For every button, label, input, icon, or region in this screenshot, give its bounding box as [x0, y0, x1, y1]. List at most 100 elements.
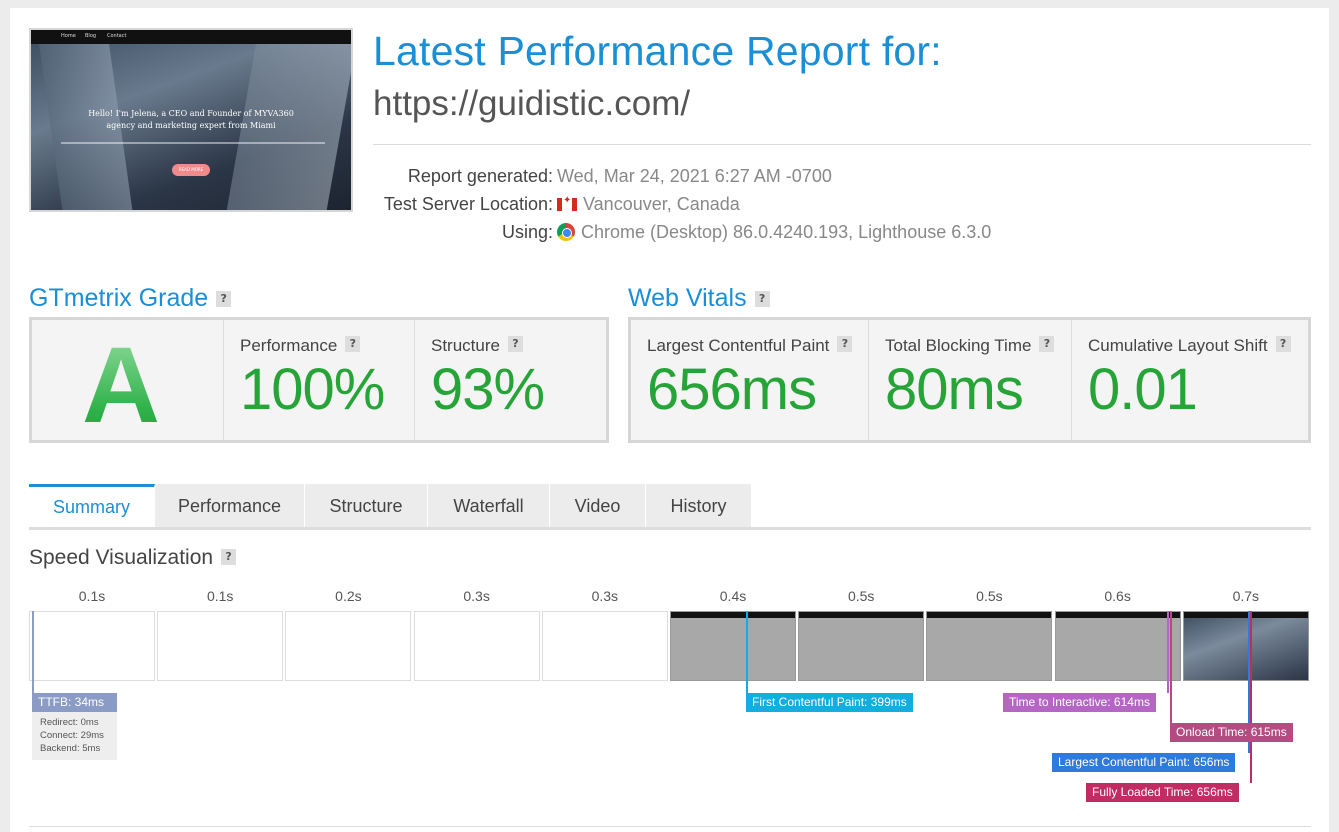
report-page: Home Blog Contact Hello! I'm Jelena, a C… [10, 8, 1329, 832]
server-location-row: Test Server Location: Vancouver, Canada [373, 194, 1013, 218]
timeline-tick: 0.4s [719, 588, 747, 604]
tab-video[interactable]: Video [550, 484, 646, 527]
cls-cell: Cumulative Layout Shift? 0.01 [1071, 320, 1308, 440]
timeline-tick: 0.2s [335, 588, 362, 604]
lcp-line [1248, 611, 1250, 753]
performance-label: Performance [240, 336, 338, 355]
thumbnail-nav-item: Blog [85, 33, 97, 39]
site-screenshot-thumbnail[interactable]: Home Blog Contact Hello! I'm Jelena, a C… [29, 28, 353, 212]
structure-cell: Structure? 93% [414, 320, 606, 440]
ttfb-line [32, 611, 34, 693]
tti-marker: Time to Interactive: 614ms [1003, 693, 1156, 712]
page-title: Latest Performance Report for: [373, 28, 942, 74]
tbt-value: 80ms [885, 357, 1024, 422]
redirect-time: Redirect: 0ms [40, 717, 99, 728]
speed-visualization-heading: Speed Visualization? [29, 546, 237, 570]
filmstrip-frame[interactable] [285, 611, 412, 681]
report-generated-row: Report generated: Wed, Mar 24, 2021 6:27… [373, 166, 1013, 190]
filmstrip-frame[interactable] [413, 611, 540, 681]
web-vitals-heading: Web Vitals? [628, 284, 770, 313]
lcp-label-wrap: Largest Contentful Paint? [647, 336, 853, 356]
timeline-tick: 0.7s [1232, 588, 1260, 604]
help-icon[interactable]: ? [837, 336, 853, 352]
timeline-tick: 0.3s [463, 588, 490, 604]
cls-label: Cumulative Layout Shift [1088, 336, 1268, 355]
using-row: Using: Chrome (Desktop) 86.0.4240.193, L… [373, 222, 1013, 246]
filmstrip-frame[interactable] [541, 611, 668, 681]
thumbnail-read-more-button: READ MORE [172, 164, 210, 176]
lcp-value: 656ms [647, 357, 817, 422]
divider [373, 144, 1311, 145]
fully-loaded-line [1250, 611, 1252, 783]
cls-label-wrap: Cumulative Layout Shift? [1088, 336, 1291, 356]
timeline-tick: 0.5s [847, 588, 875, 604]
timeline-tick: 0.5s [976, 588, 1003, 604]
thumbnail-nav-item: Contact [107, 33, 127, 39]
gtmetrix-grade-title: GTmetrix Grade [29, 284, 209, 312]
lcp-label: Largest Contentful Paint [647, 336, 830, 355]
filmstrip-frame[interactable] [157, 611, 284, 681]
web-vitals-box: Largest Contentful Paint? 656ms Total Bl… [628, 317, 1311, 443]
gtmetrix-grade-box: A Performance? 100% Structure? 93% [29, 317, 609, 445]
ttfb-marker: TTFB: 34ms [32, 693, 117, 712]
thumbnail-hero-text: Hello! I'm Jelena, a CEO and Founder of … [88, 109, 294, 130]
using-label: Using: [501, 222, 553, 242]
help-icon[interactable]: ? [1039, 336, 1055, 352]
backend-time: Backend: 5ms [40, 743, 101, 754]
help-icon[interactable]: ? [754, 291, 770, 307]
onload-line [1170, 611, 1172, 723]
help-icon[interactable]: ? [345, 336, 361, 352]
help-icon[interactable]: ? [216, 291, 232, 307]
help-icon[interactable]: ? [221, 549, 237, 565]
speed-visualization-title: Speed Visualization [29, 546, 214, 569]
connect-time: Connect: 29ms [40, 730, 104, 741]
cls-value: 0.01 [1088, 357, 1198, 422]
tab-structure[interactable]: Structure [305, 484, 428, 527]
structure-label-wrap: Structure? [431, 336, 523, 356]
divider [29, 826, 1311, 827]
report-generated-value: Wed, Mar 24, 2021 6:27 AM -0700 [557, 166, 832, 186]
ttfb-breakdown: Redirect: 0ms Connect: 29ms Backend: 5ms [32, 712, 117, 760]
timeline-tick: 0.1s [78, 588, 106, 604]
thumbnail-nav-item: Home [61, 33, 76, 39]
using-value-wrap: Chrome (Desktop) 86.0.4240.193, Lighthou… [557, 222, 991, 243]
performance-score: 100% [240, 357, 385, 422]
tab-performance[interactable]: Performance [155, 484, 305, 527]
structure-label: Structure [431, 336, 500, 355]
filmstrip-frame[interactable] [29, 611, 155, 681]
tti-line [1167, 611, 1169, 693]
fcp-line [746, 611, 748, 693]
performance-cell: Performance? 100% [223, 320, 414, 440]
filmstrip-frame[interactable] [926, 611, 1053, 681]
server-location-value-wrap: Vancouver, Canada [557, 194, 740, 215]
tbt-cell: Total Blocking Time? 80ms [868, 320, 1071, 440]
tbt-label-wrap: Total Blocking Time? [885, 336, 1055, 356]
tbt-label: Total Blocking Time [885, 336, 1032, 355]
tab-summary[interactable]: Summary [29, 484, 155, 527]
filmstrip-frame[interactable] [798, 611, 925, 681]
lcp-cell: Largest Contentful Paint? 656ms [631, 320, 868, 440]
fcp-marker: First Contentful Paint: 399ms [746, 693, 913, 712]
timeline-tick: 0.6s [1104, 588, 1131, 604]
timeline-tick: 0.3s [591, 588, 619, 604]
tab-history[interactable]: History [646, 484, 752, 527]
structure-score: 93% [431, 357, 545, 422]
help-icon[interactable]: ? [507, 336, 523, 352]
performance-label-wrap: Performance? [240, 336, 361, 356]
filmstrip-frame[interactable] [1054, 611, 1181, 681]
filmstrip-frame[interactable] [670, 611, 796, 681]
using-value: Chrome (Desktop) 86.0.4240.193, Lighthou… [581, 222, 992, 242]
thumbnail-nav: Home Blog Contact [31, 30, 351, 44]
tab-waterfall[interactable]: Waterfall [428, 484, 550, 527]
onload-marker: Onload Time: 615ms [1170, 723, 1293, 742]
server-location-label: Test Server Location: [383, 194, 553, 214]
chrome-icon [557, 223, 575, 241]
web-vitals-title: Web Vitals [628, 284, 747, 312]
grade-letter: A [82, 324, 160, 445]
canada-flag-icon [557, 195, 577, 211]
thumbnail-subtext-line [61, 142, 325, 144]
help-icon[interactable]: ? [1275, 336, 1291, 352]
timeline-tick: 0.1s [206, 588, 234, 604]
report-url[interactable]: https://guidistic.com/ [373, 84, 691, 123]
filmstrip-frame[interactable] [1182, 611, 1309, 681]
